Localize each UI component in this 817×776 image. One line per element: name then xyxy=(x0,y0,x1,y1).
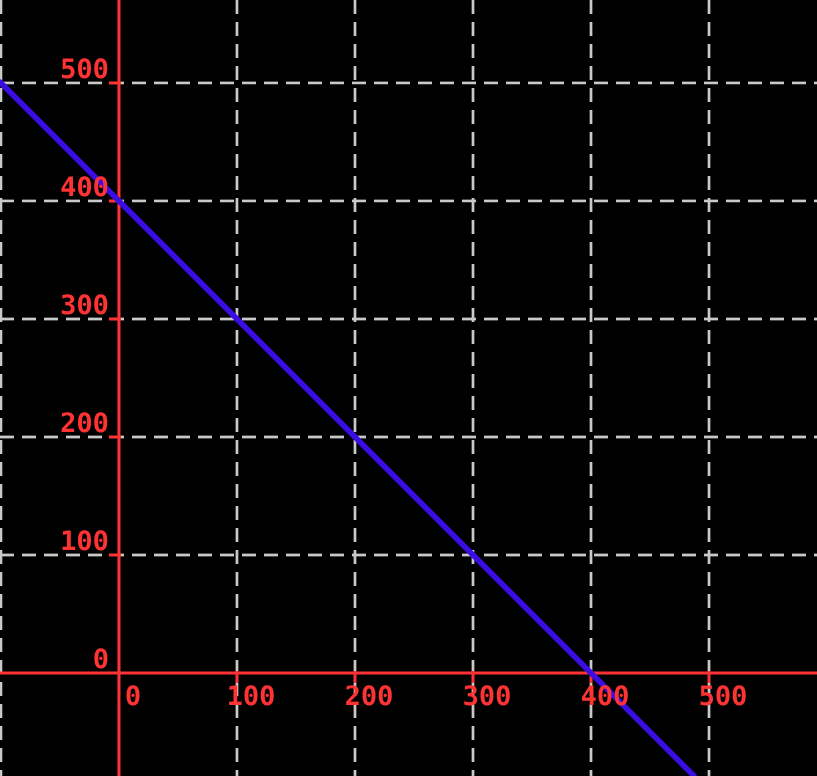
y-tick-label: 200 xyxy=(60,408,109,439)
y-tick-label: 0 xyxy=(93,644,109,675)
y-tick-label: 500 xyxy=(60,54,109,85)
axis-ticks xyxy=(108,81,711,683)
x-tick-label: 400 xyxy=(581,681,630,712)
x-tick-label: 500 xyxy=(699,681,748,712)
tick-labels: 0 100 200 300 400 500 0 100 200 300 400 500 xyxy=(60,54,747,712)
series-line xyxy=(0,79,697,776)
x-tick-label: 200 xyxy=(345,681,394,712)
y-tick-label: 100 xyxy=(60,526,109,557)
x-tick-label: 0 xyxy=(125,681,141,712)
x-tick-label: 300 xyxy=(463,681,512,712)
y-tick-label: 300 xyxy=(60,290,109,321)
x-tick-label: 100 xyxy=(227,681,276,712)
data-line xyxy=(0,79,697,776)
y-tick-label: 400 xyxy=(60,172,109,203)
